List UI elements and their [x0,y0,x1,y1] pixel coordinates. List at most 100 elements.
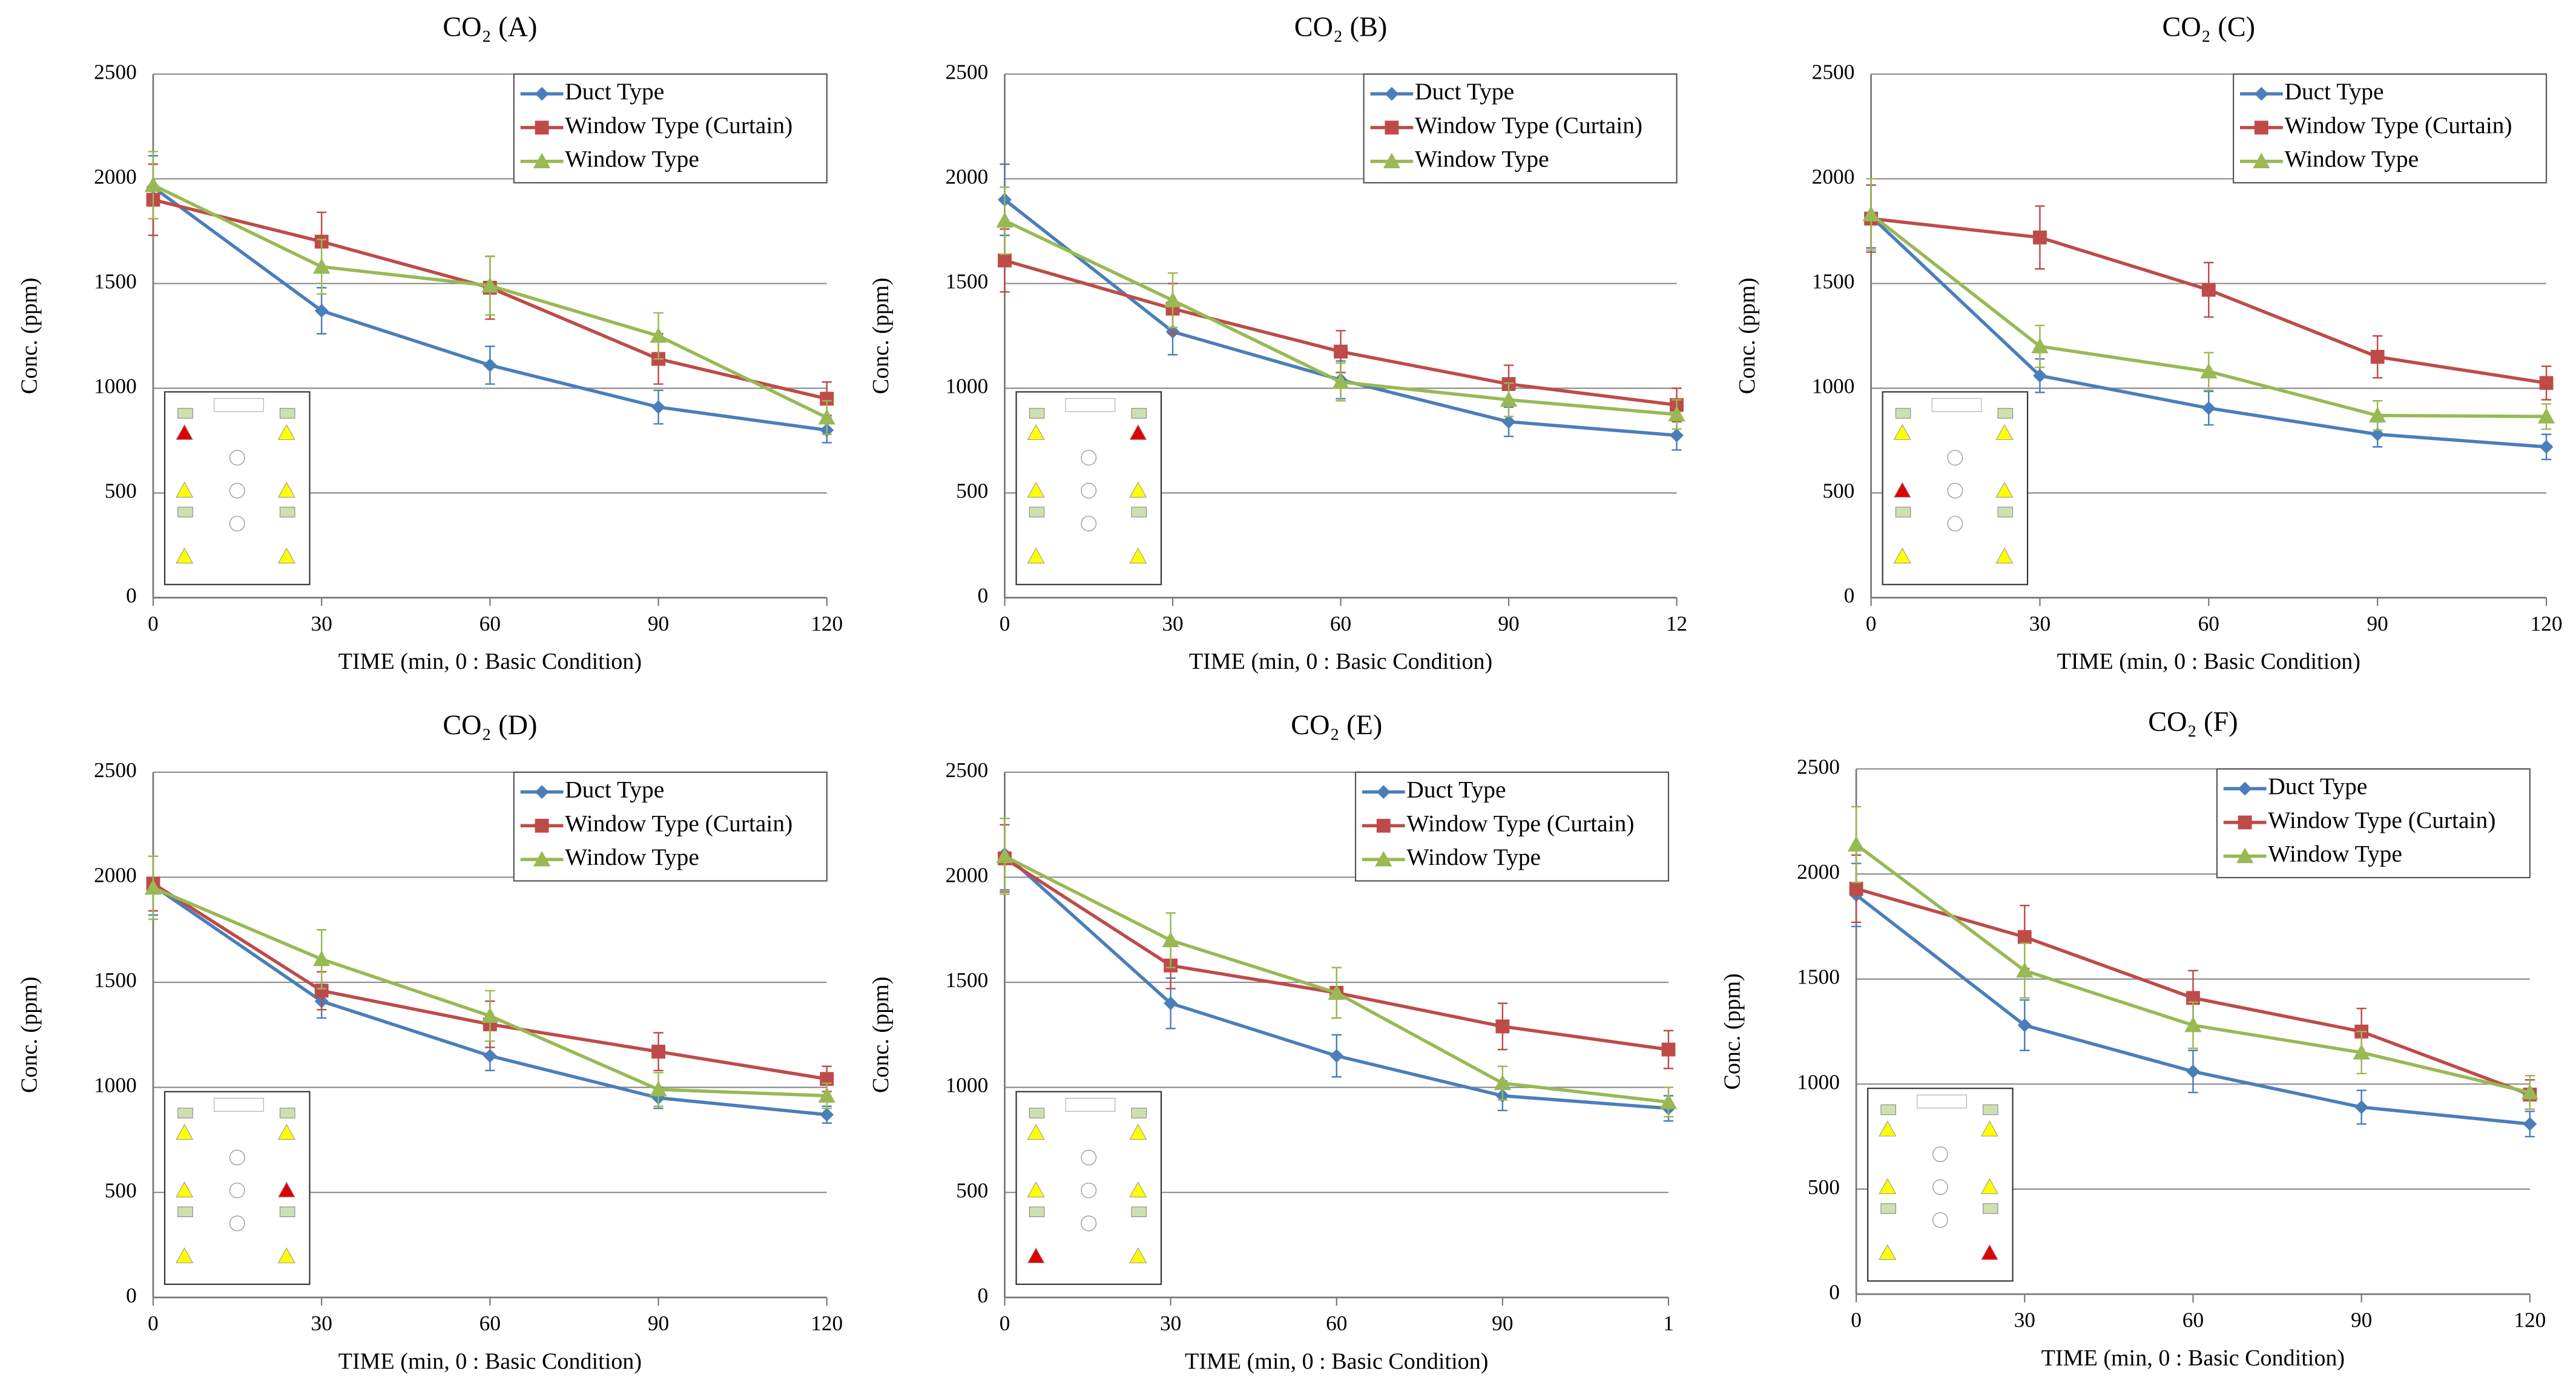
inset-sensor [1027,547,1045,563]
inset-sensor [277,1247,295,1264]
x-tick-label: 120 [2514,1308,2546,1332]
inset-diagram [163,391,311,585]
x-axis-label: TIME (min, 0 : Basic Condition) [338,1348,642,1374]
inset-symbol [1081,450,1097,466]
inset-symbol [229,1149,245,1166]
legend-label: Window Type (Curtain) [1406,810,1634,836]
inset-title-box [1931,398,1982,412]
chart-title: CO₂ (B) [1294,12,1388,43]
data-point [1670,428,1684,442]
data-point [1849,881,1863,896]
data-point [2033,230,2047,245]
inset-sensor [176,547,194,563]
x-tick-label: 60 [479,611,501,635]
legend-label: Duct Type [2284,78,2383,105]
inset-sensor [1129,1247,1147,1264]
y-tick-label: 2000 [1797,859,1840,884]
data-point [2186,1064,2200,1079]
inset-sensor [277,1181,295,1198]
inset-vent [1131,507,1147,517]
data-point [998,253,1012,268]
x-tick-label: 0 [148,611,159,635]
y-tick-label: 2500 [1797,755,1840,779]
inset-vent [1131,1206,1147,1217]
legend-label: Duct Type [1406,777,1506,803]
data-point [818,409,835,425]
legend-box [2233,73,2548,184]
inset-sensor [1027,424,1045,440]
y-tick-label: 1500 [94,968,137,992]
data-point [481,1007,499,1023]
inset-sensor [1027,1123,1045,1140]
x-tick-label: 120 [811,1311,843,1335]
x-tick-label: 0 [148,1311,159,1335]
series-line [1004,856,1669,1051]
inset-title-box [1065,398,1116,412]
y-tick-label: 2500 [1812,60,1855,84]
inset-vent [279,408,295,419]
inset-symbol [1932,1212,1948,1228]
legend-marker [1376,818,1391,833]
inset-sensor [277,424,295,440]
data-point [314,983,329,998]
inset-diagram [1882,391,2029,585]
x-tick-label: 90 [2351,1308,2372,1332]
inset-sensor [1129,1181,1147,1198]
y-tick-label: 0 [978,583,989,608]
legend-label: Duct Type [1415,78,1514,105]
legend-marker [1385,120,1399,135]
inset-vent [1131,408,1147,419]
x-tick-label: 0 [1866,611,1877,635]
inset-title-box [1917,1094,1967,1109]
data-point [2017,930,2032,944]
x-tick-label: 90 [2367,611,2388,635]
legend-box [1354,771,1670,882]
legend-marker [533,153,551,169]
x-tick-label: 60 [1330,611,1351,635]
data-point [2521,1083,2538,1100]
inset-sensor [176,1123,194,1140]
y-tick-label: 2000 [1812,165,1855,189]
data-point [650,1080,667,1097]
inset-title-box [1065,1098,1116,1112]
y-tick-label: 1000 [946,1073,989,1097]
data-point [2201,283,2216,297]
inset-symbol [1081,1215,1097,1232]
inset-vent [1895,408,1911,419]
x-tick-label: 90 [648,611,669,635]
inset-sensor [176,1247,194,1264]
data-point [1164,996,1178,1011]
x-tick-label: 1 [1663,1311,1674,1335]
data-point [2369,407,2387,422]
y-tick-label: 0 [1829,1279,1840,1304]
chart-title: CO₂ (E) [1291,710,1382,741]
legend-marker [533,850,551,867]
inset-diagram [1015,391,1162,585]
inset-symbol [1081,516,1097,532]
inset-sensor [1129,481,1147,498]
y-axis-label: Conc. (ppm) [1734,278,1760,394]
x-tick-label: 60 [479,1311,501,1335]
y-tick-label: 1500 [946,968,989,992]
chart-title: CO₂ (D) [443,710,537,741]
data-point [996,212,1013,228]
legend-label: Window Type [2268,841,2402,867]
inset-vent [1131,1108,1147,1118]
inset-sensor [1129,547,1147,563]
x-axis-label: TIME (min, 0 : Basic Condition) [2057,649,2360,674]
inset-vent [1880,1203,1896,1214]
legend-marker [535,120,549,135]
x-tick-label: 30 [2014,1308,2035,1332]
data-point [1659,1093,1678,1109]
inset-vent [177,507,193,517]
y-axis-label: Conc. (ppm) [16,278,42,394]
x-tick-label: 30 [311,1311,332,1335]
legend-marker [2236,847,2254,864]
data-point [2539,376,2554,390]
y-tick-label: 1000 [94,1073,137,1097]
legend-label: Duct Type [2268,773,2367,800]
x-tick-label: 30 [311,611,332,635]
data-point [1328,984,1345,1000]
inset-sensor [1980,1178,1998,1194]
x-tick-label: 90 [1492,1311,1513,1335]
